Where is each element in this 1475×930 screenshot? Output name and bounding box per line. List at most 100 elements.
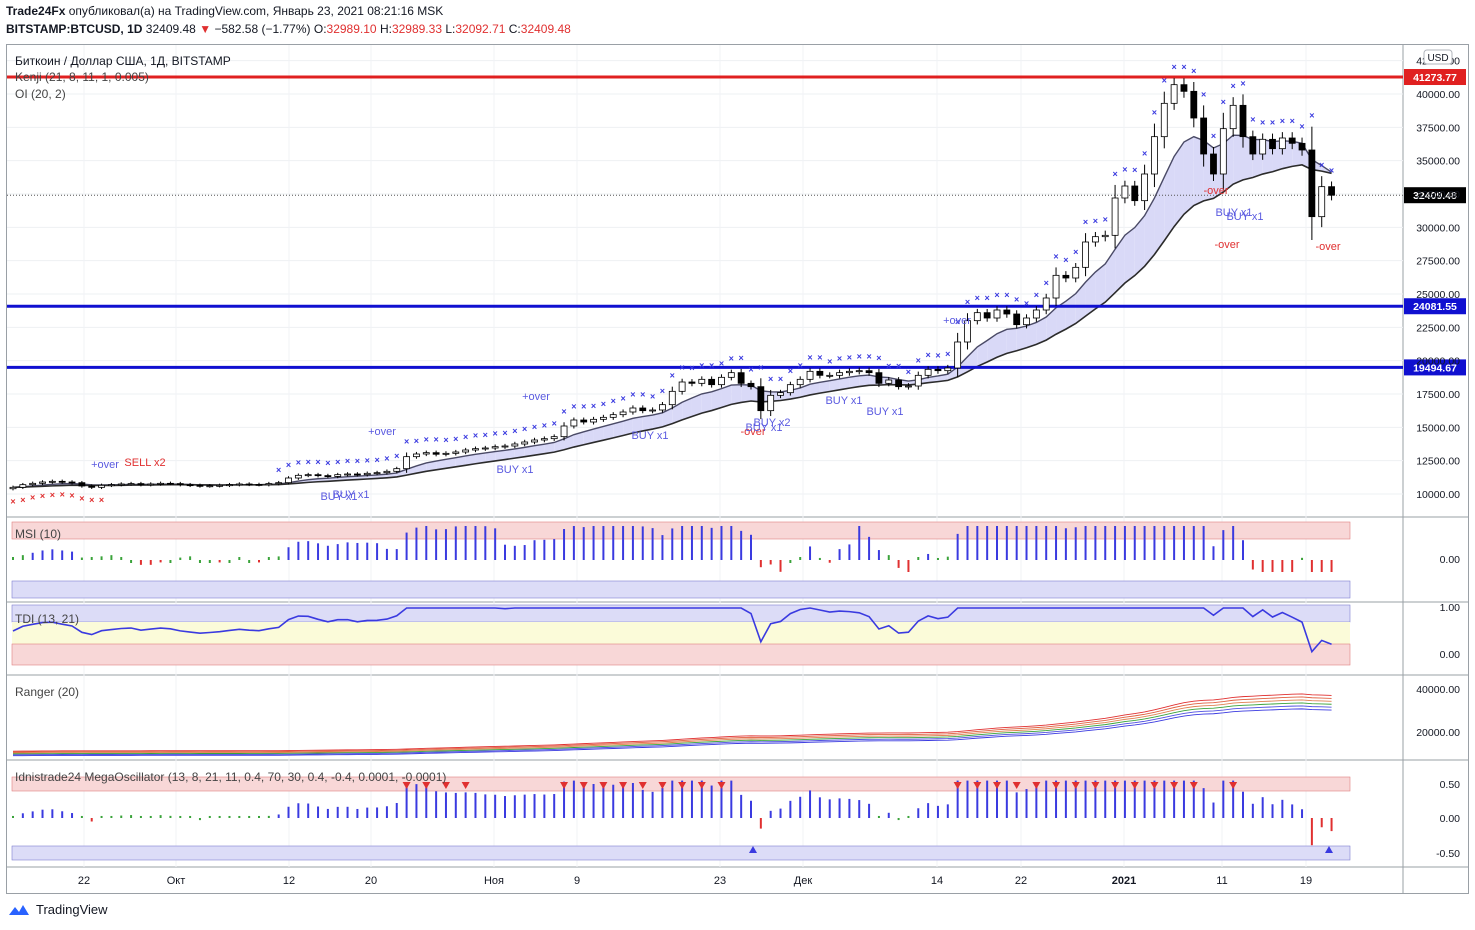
candle-body [521, 441, 529, 445]
candle-body [1210, 153, 1217, 175]
candle-body [846, 370, 853, 374]
candle-body [855, 370, 863, 373]
kenji-cross-blue: × [512, 426, 517, 436]
kenji-cross-blue: × [1093, 216, 1098, 226]
indicator-tick-label: 40000.00 [1416, 684, 1460, 696]
time-tick-label: 14 [931, 875, 943, 887]
signal-label: BUY x1 [631, 430, 668, 442]
tradingview-logo-icon [9, 904, 29, 915]
kenji-cross-blue: × [817, 352, 822, 362]
msi-legend[interactable]: MSI (10) [15, 527, 61, 541]
currency-badge[interactable]: USD [1427, 53, 1448, 64]
kenji-cross-blue: × [778, 374, 783, 384]
cloud-segment [1036, 317, 1047, 345]
mega-sell-triangle [441, 782, 450, 789]
candle-body [1259, 138, 1267, 155]
time-tick-label: 23 [714, 875, 726, 887]
kenji-cross-blue: × [689, 363, 694, 373]
mega-sell-triangle [717, 782, 726, 789]
candle-body [1190, 90, 1198, 119]
grid-lines [7, 45, 1403, 867]
kenji-cross-blue: × [807, 352, 812, 362]
price-tick-label: 27500.00 [1416, 256, 1460, 268]
cloud-segment [1016, 326, 1027, 351]
kenji-cross-blue: × [1063, 255, 1068, 265]
published-text: опубликовал(а) на TradingView.com, Январ… [68, 4, 444, 18]
kenji-crosses: × × × × × × × × × × × × × × × × × × × × × × × × × × × × × × × × × × × × × × × ×… [10, 62, 1334, 506]
publish-header: Trade24Fx опубликовал(а) на TradingView.… [6, 4, 443, 18]
candle-body [452, 451, 460, 454]
candle-body [1229, 104, 1237, 130]
ranger-bands [12, 693, 1332, 757]
candle-body [1180, 84, 1188, 92]
kenji-cross-blue: × [1083, 217, 1088, 227]
kenji-cross-blue: × [827, 356, 832, 366]
low-label: L: [445, 22, 456, 36]
oi-legend[interactable]: OI (20, 2) [15, 87, 66, 101]
indicator-tick-label: 0.00 [1440, 554, 1461, 566]
candle-body [895, 379, 902, 388]
candle-body [649, 409, 656, 412]
cloud-segment [1006, 328, 1017, 354]
candle-body [1298, 142, 1306, 151]
cloud-segment [829, 378, 840, 392]
ranger-legend[interactable]: Ranger (20) [15, 685, 79, 699]
mega-legend[interactable]: Idnistrade24 MegaOscillator (13, 8, 21, … [15, 770, 446, 784]
candle-body [186, 484, 194, 487]
kenji-legend[interactable]: Kenji (21, 8, 11, 1, 0.005) [15, 70, 149, 84]
kenji-cross-blue: × [620, 393, 625, 403]
candle-body [531, 439, 538, 443]
kenji-cross-blue: × [433, 435, 438, 445]
msi-lower-band [11, 580, 1351, 599]
cloud-segment [652, 412, 663, 430]
indicator-tick-label: 0.00 [1440, 813, 1461, 825]
candle-body [1278, 137, 1286, 150]
candle-body [422, 452, 430, 455]
cloud-segment [642, 415, 653, 431]
indicator-tick-label: 0.00 [1440, 649, 1461, 661]
kenji-cross-blue: × [591, 401, 596, 411]
cloud-segment [1065, 293, 1076, 330]
signal-label: BUY x1 [866, 406, 903, 418]
kenji-cross-blue: × [315, 457, 320, 467]
candle-body [1062, 274, 1070, 279]
candle-body [48, 480, 56, 483]
candle-body [1092, 236, 1099, 243]
mega-sell-triangle [1052, 782, 1061, 789]
candle-body [196, 484, 204, 487]
kenji-cross-blue: × [1132, 165, 1137, 175]
mega-sell-triangle [579, 782, 588, 789]
ranger-band-line [12, 708, 1332, 757]
cloud-segment [583, 429, 594, 445]
candle-body [698, 378, 706, 384]
kenji-cross-blue: × [994, 290, 999, 300]
kenji-cross-blue: × [394, 451, 399, 461]
kenji-cross-blue: × [443, 435, 448, 445]
mega-sell-triangle [953, 782, 962, 789]
signal-label: +over [91, 459, 119, 471]
kenji-cross-red: × [60, 490, 65, 500]
candle-body [944, 367, 952, 372]
signal-label: BUY x1 [825, 395, 862, 407]
mega-sell-triangle [560, 782, 569, 789]
kenji-cross-red: × [40, 491, 45, 501]
mega-sell-triangle [461, 782, 470, 789]
kenji-cross-blue: × [1024, 298, 1029, 308]
close-value: 32409.48 [520, 22, 571, 36]
cloud-segment [1134, 215, 1145, 276]
kenji-cross-blue: × [1171, 62, 1176, 72]
candle-body [235, 483, 243, 486]
kenji-cross-blue: × [552, 418, 557, 428]
cloud-segment [465, 454, 476, 466]
ranger-band-line [12, 699, 1332, 754]
candles [9, 78, 1335, 491]
kenji-cross-blue: × [876, 353, 881, 363]
candle-body [629, 407, 637, 413]
candle-body [993, 309, 1001, 319]
candle-body [973, 312, 981, 322]
candle-body [540, 438, 548, 441]
tdi-legend[interactable]: TDI (13, 21) [15, 612, 79, 626]
kenji-cross-blue: × [847, 352, 852, 362]
candle-body [885, 379, 893, 384]
